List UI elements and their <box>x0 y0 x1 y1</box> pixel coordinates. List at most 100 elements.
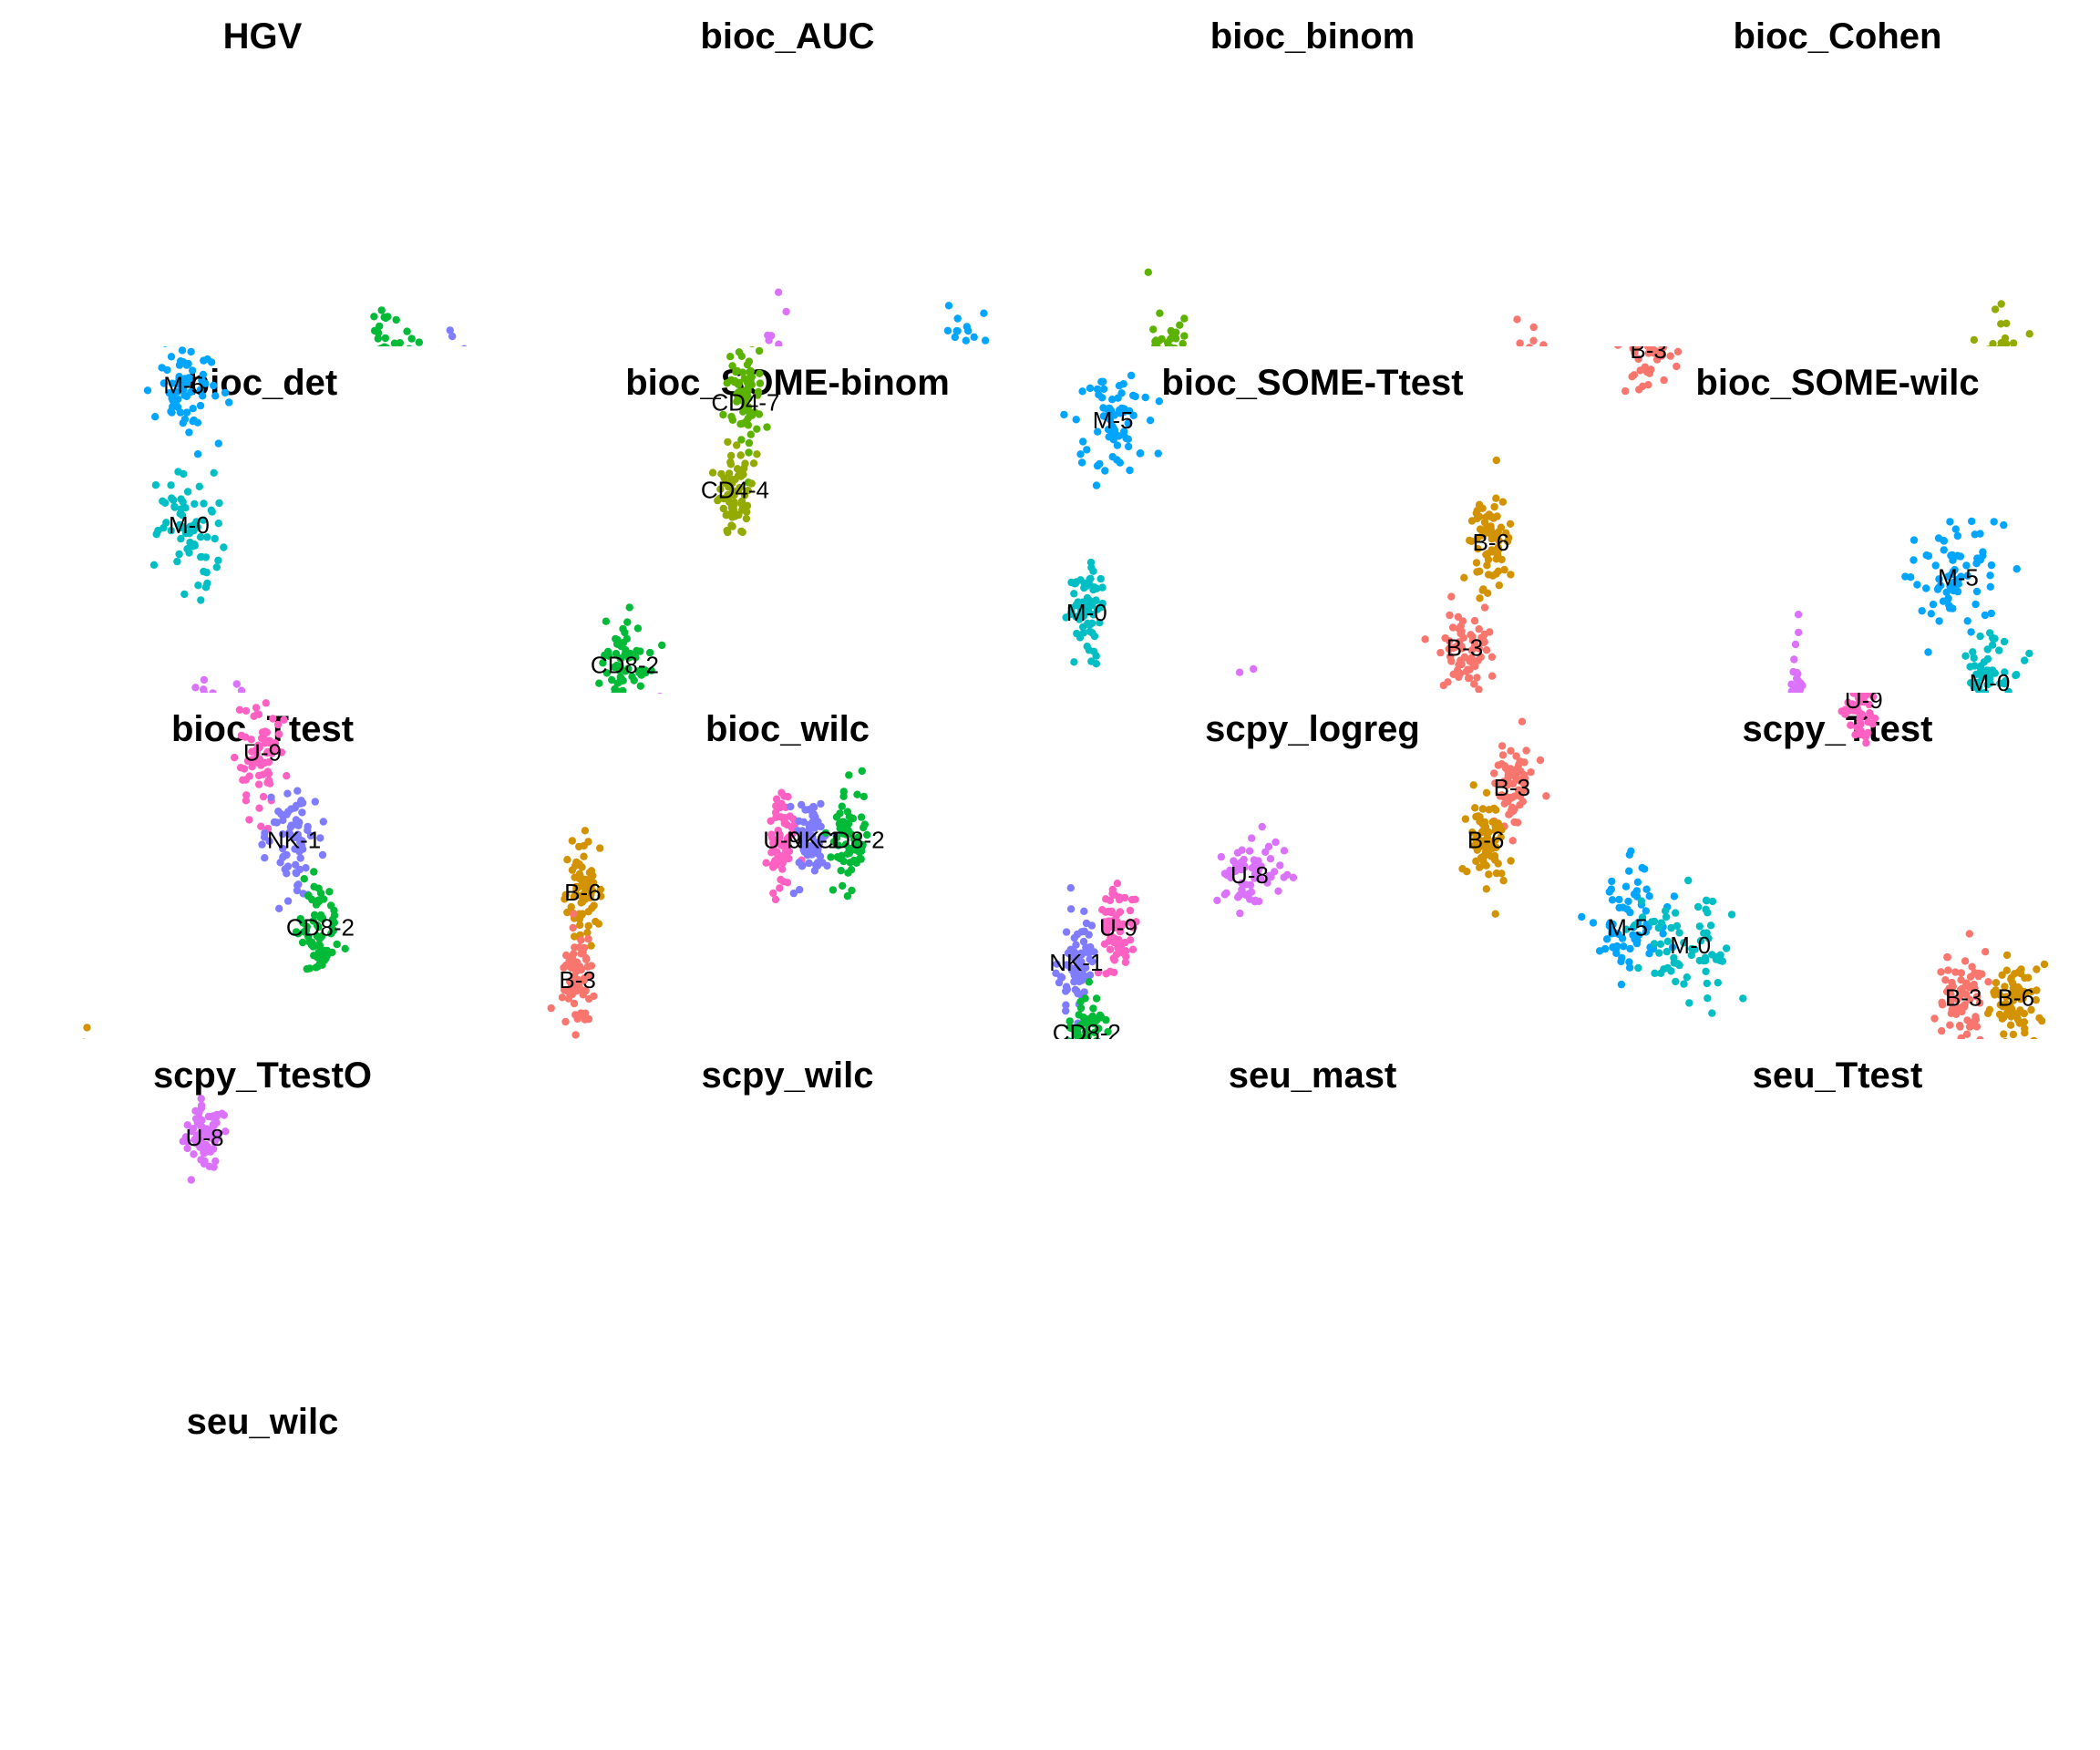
cell-point <box>595 680 602 687</box>
cell-point <box>724 510 731 518</box>
cell-point <box>203 580 211 587</box>
cell-point <box>1093 585 1100 592</box>
cell-point <box>1436 649 1444 656</box>
cell-point <box>1493 457 1500 464</box>
cell-point <box>1476 594 1483 602</box>
cell-point <box>1500 566 1508 573</box>
cell-point <box>1088 629 1096 636</box>
cell-point <box>1086 575 1093 582</box>
cell-point <box>1156 310 1163 317</box>
cell-point <box>382 335 389 342</box>
cell-point <box>190 500 198 508</box>
cell-point <box>167 481 174 489</box>
cell-point <box>144 386 151 394</box>
cell-point <box>447 326 454 334</box>
cell-point <box>1116 382 1123 389</box>
cluster-cd4-7 <box>1141 269 1195 347</box>
cell-point <box>173 558 180 565</box>
cell-point <box>952 334 959 341</box>
cell-point <box>743 515 750 522</box>
cell-point <box>214 557 221 564</box>
cell-point <box>1097 575 1105 582</box>
cell-point <box>1083 446 1090 453</box>
cell-point <box>744 361 751 368</box>
cell-point <box>190 540 198 548</box>
cell-point <box>623 635 631 643</box>
cell-point <box>151 413 159 420</box>
cell-point <box>1447 592 1455 600</box>
cell-point <box>731 513 738 520</box>
cell-point <box>1156 397 1163 405</box>
cell-point <box>197 553 204 561</box>
cluster-cd8-2 <box>350 306 423 346</box>
cell-point <box>729 417 736 424</box>
cell-point <box>1488 513 1495 520</box>
cell-point <box>396 339 404 346</box>
cell-point <box>727 521 735 529</box>
cell-point <box>1093 481 1100 489</box>
cell-point <box>393 316 400 324</box>
cell-point <box>1073 416 1080 423</box>
cell-point <box>727 452 735 459</box>
cell-point <box>748 346 756 347</box>
cell-point <box>775 289 782 296</box>
cell-point <box>1176 322 1183 329</box>
cell-point <box>753 426 760 433</box>
cell-point <box>225 398 232 406</box>
cell-point <box>196 483 203 490</box>
cell-point <box>1455 661 1462 668</box>
cell-point <box>1145 269 1152 276</box>
cell-point <box>733 441 740 448</box>
cell-point <box>187 348 194 355</box>
cell-point <box>403 327 410 335</box>
umap-panel: bioc_binomCD4-7CD4-4B-3B-6CD8-2NK-1U-9U-… <box>1050 0 1575 346</box>
cluster-u-8 <box>1194 665 1269 693</box>
cell-point <box>180 591 188 598</box>
cell-point <box>168 353 175 360</box>
cell-point <box>1073 578 1080 585</box>
cluster-m-5 <box>926 302 1006 346</box>
cell-point <box>1155 449 1162 457</box>
umap-panel: HGVB-3B-6CD4-4CD4-7CD8-2NK-1U-9U-8M-5M-0 <box>0 0 525 346</box>
cell-point <box>1466 674 1473 682</box>
cell-point <box>1117 459 1124 467</box>
cell-point <box>1473 674 1480 681</box>
cell-point <box>980 310 987 317</box>
cell-point <box>197 596 204 603</box>
cell-point <box>658 642 665 649</box>
cell-point <box>1087 559 1095 566</box>
cell-point <box>1089 568 1096 575</box>
cell-point <box>1989 340 1996 346</box>
cell-point <box>763 423 770 430</box>
cell-point <box>962 337 970 345</box>
cell-point <box>1476 501 1483 509</box>
cell-point <box>1078 458 1086 466</box>
cell-point <box>213 563 221 571</box>
cell-point <box>185 549 192 556</box>
cell-point <box>1078 387 1086 395</box>
cell-point <box>1456 625 1463 633</box>
cell-point <box>1516 339 1523 346</box>
cluster-nk-1 <box>426 326 489 346</box>
cell-point <box>203 355 211 363</box>
cell-point <box>1070 658 1077 665</box>
cell-point <box>1492 495 1499 502</box>
cell-point <box>1468 517 1476 524</box>
cell-point <box>184 488 191 495</box>
umap-panel: bioc_AUCB-6B-3U-8M-5M-0U-9NK-1CD8-2CD4-7… <box>525 0 1050 346</box>
cell-point <box>748 373 756 380</box>
cell-point <box>1483 646 1490 654</box>
cell-point <box>626 603 633 611</box>
cell-point <box>739 529 746 536</box>
umap-panel: bioc_CohenCD4-4CD4-7CD8-2NK-1U-9M-5M-0U-… <box>1575 0 2100 346</box>
cell-point <box>1094 386 1101 393</box>
cell-point <box>1481 519 1488 526</box>
cell-point <box>944 327 952 335</box>
cell-point <box>1126 467 1133 474</box>
cell-point <box>1117 389 1125 396</box>
cell-point <box>1125 443 1132 450</box>
cell-point <box>2026 330 2033 337</box>
